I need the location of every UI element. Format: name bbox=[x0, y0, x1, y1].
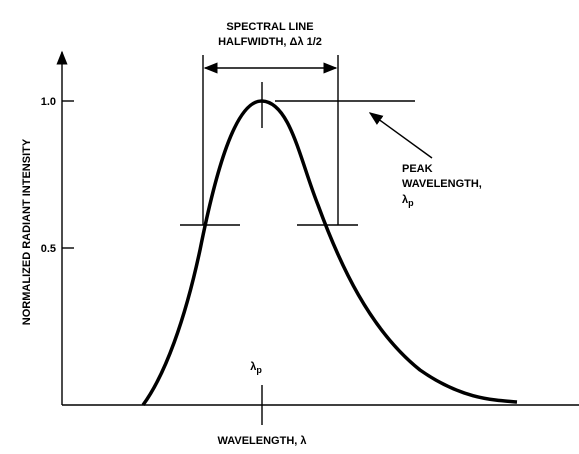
peak-symbol: λp bbox=[402, 194, 414, 208]
peak-label: PEAK bbox=[402, 163, 433, 175]
spectral-curve bbox=[141, 99, 518, 407]
peak-label: WAVELENGTH, bbox=[402, 178, 482, 190]
y-tick-label: 0.5 bbox=[41, 243, 56, 255]
x-axis-label: WAVELENGTH, λ bbox=[217, 435, 306, 447]
y-tick-label: 1.0 bbox=[41, 96, 56, 108]
title-line: HALFWIDTH, Δλ 1/2 bbox=[218, 36, 322, 48]
peak-marker-symbol: λp bbox=[250, 361, 262, 375]
title-line: SPECTRAL LINE bbox=[226, 21, 313, 33]
y-axis-label: NORMALIZED RADIANT INTENSITY bbox=[21, 138, 33, 325]
peak-arrow bbox=[368, 112, 433, 159]
